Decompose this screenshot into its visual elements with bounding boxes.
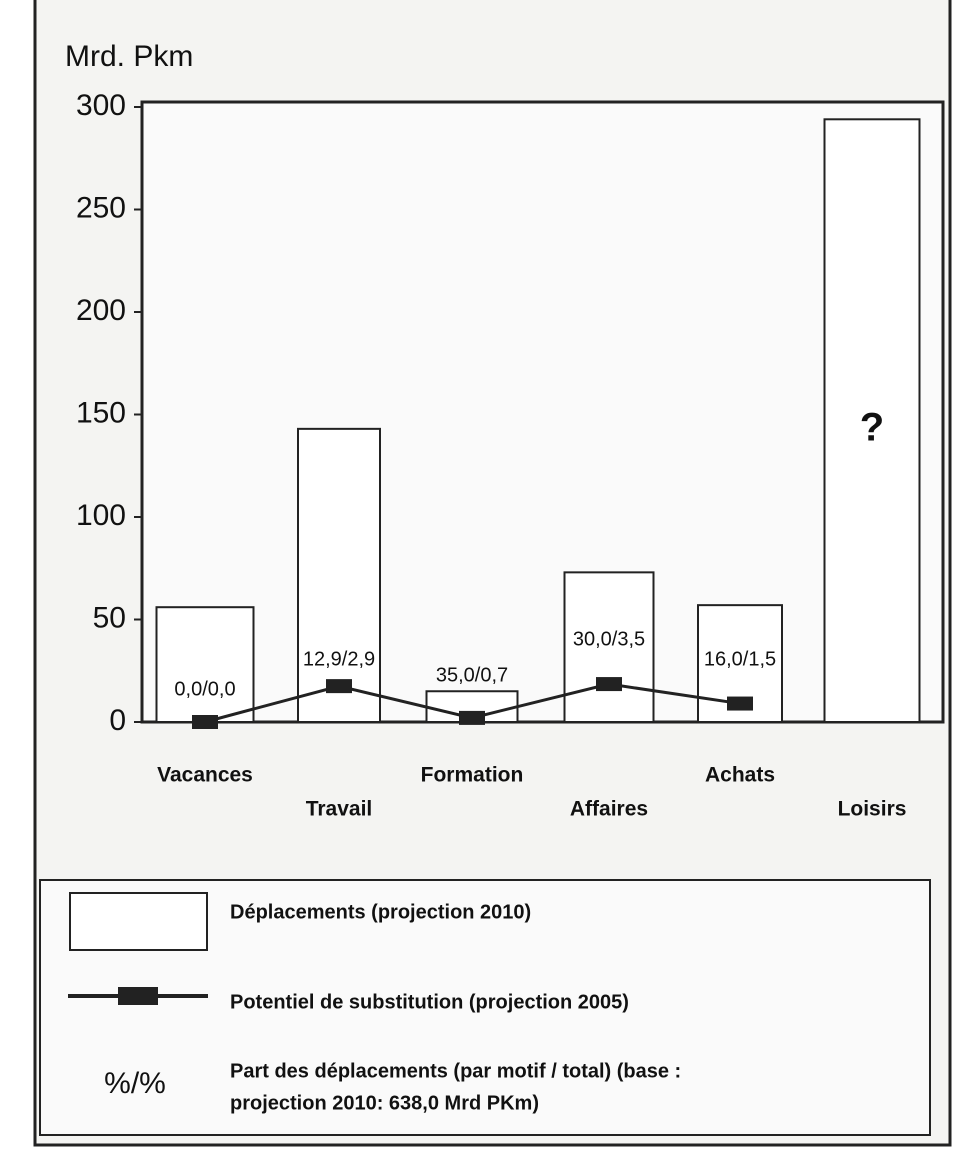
x-tick-label: Vacances <box>157 764 253 787</box>
y-axis-label: Mrd. Pkm <box>65 40 193 73</box>
y-tick-label: 0 <box>109 704 126 737</box>
point-label: 12,9/2,9 <box>303 648 375 670</box>
legend-note: projection 2010: 638,0 Mrd PKm) <box>230 1092 539 1114</box>
line-marker <box>459 710 485 725</box>
line-marker <box>326 679 352 694</box>
legend-label: Potentiel de substitution (projection 20… <box>230 991 629 1013</box>
y-tick-label: 100 <box>76 499 126 532</box>
legend-label: Déplacements (projection 2010) <box>230 901 531 923</box>
bar <box>155 606 255 724</box>
plot-frame <box>140 100 945 724</box>
y-tick-label: 300 <box>76 89 126 122</box>
line-marker <box>596 677 622 692</box>
point-label: 16,0/1,5 <box>704 648 776 670</box>
x-tick-label: Formation <box>421 764 524 787</box>
x-tick-label: Travail <box>306 798 373 821</box>
y-tick-label: 150 <box>76 396 126 429</box>
line-marker <box>192 715 218 729</box>
x-tick-label: Affaires <box>570 798 648 821</box>
bar-note: ? <box>860 406 884 450</box>
point-label: 35,0/0,7 <box>436 664 508 686</box>
line-marker <box>727 696 753 711</box>
bar <box>297 427 381 723</box>
point-label: 30,0/3,5 <box>573 628 645 650</box>
bar <box>823 118 921 724</box>
x-tick-label: Loisirs <box>838 798 907 821</box>
point-label: 0,0/0,0 <box>174 678 235 700</box>
legend-note: Part des déplacements (par motif / total… <box>230 1060 681 1082</box>
y-tick-label: 200 <box>76 294 126 327</box>
y-tick-label: 250 <box>76 191 126 224</box>
legend-symbol: %/% <box>104 1067 166 1100</box>
legend-marker-swatch <box>118 987 158 1005</box>
legend-bar-swatch <box>69 892 208 951</box>
y-tick-label: 50 <box>93 601 126 634</box>
x-tick-label: Achats <box>705 764 775 787</box>
bar <box>563 571 655 723</box>
